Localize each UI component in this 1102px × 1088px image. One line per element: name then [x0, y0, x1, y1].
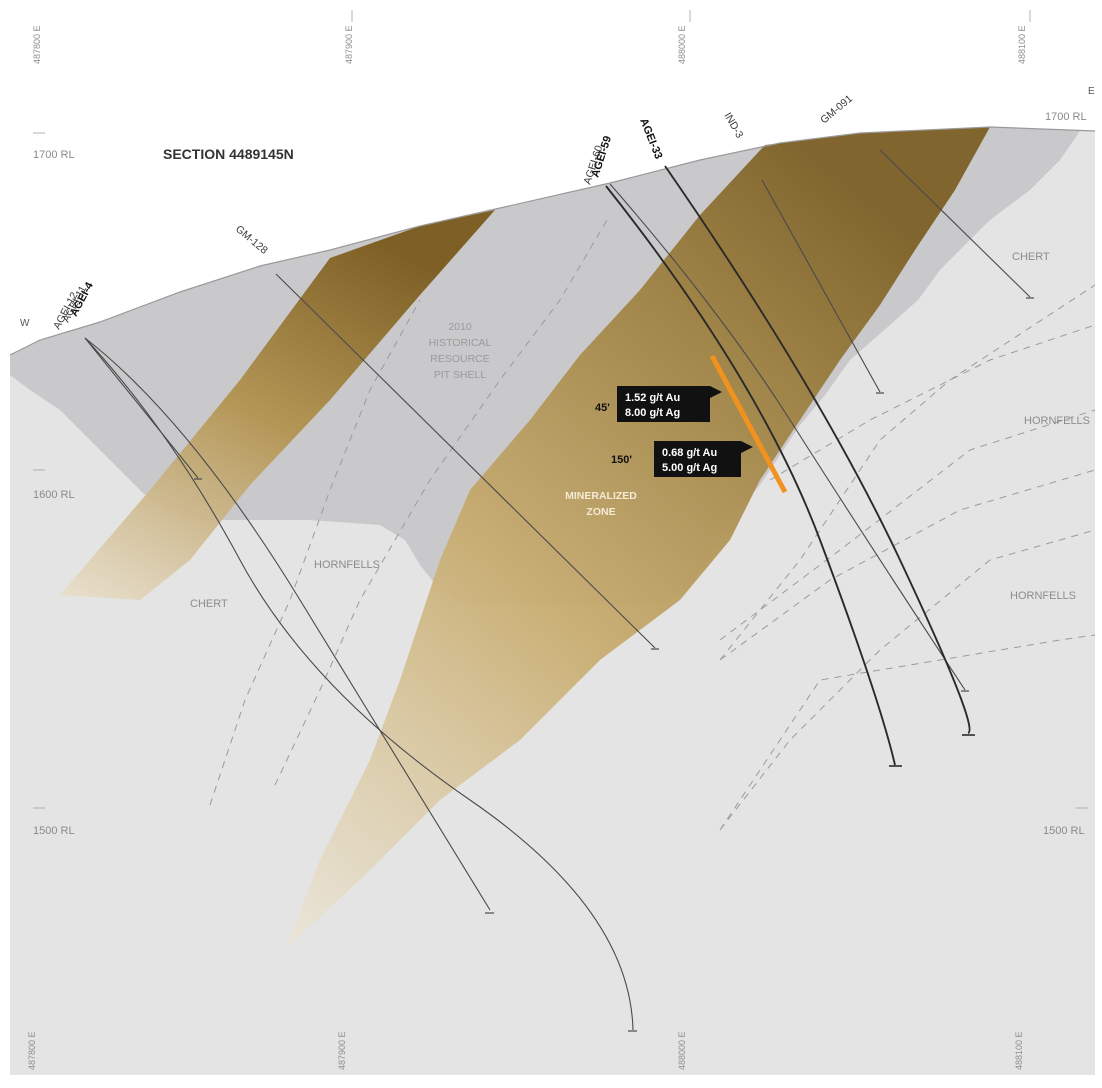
intercept-1-interval: 45'	[595, 402, 610, 414]
rl-label-1700-left: 1700 RL	[33, 149, 75, 161]
section-title: SECTION 4489145N	[163, 146, 294, 162]
mineralized-zone-main	[285, 127, 990, 950]
intercept-2-au: 0.68 g/t Au	[662, 447, 717, 459]
drill-trace-gm-128	[275, 273, 656, 649]
mineralized-zone-label: MINERALIZED ZONE	[565, 490, 637, 518]
rl-labels: 1700 RL 1600 RL 1500 RL 1700 RL 1500 RL	[33, 111, 1088, 837]
easting-labels-top: 487800 E 487900 E 488000 E 488100 E	[32, 25, 1027, 64]
easting-label-488000-bottom: 488000 E	[677, 1031, 687, 1070]
ground-surface	[9, 126, 1096, 356]
svg-text:RESOURCE: RESOURCE	[430, 353, 490, 365]
svg-text:HISTORICAL: HISTORICAL	[429, 337, 492, 349]
rl-label-1500-left: 1500 RL	[33, 825, 75, 837]
rl-label-1600-left: 1600 RL	[33, 489, 75, 501]
svg-text:MINERALIZED: MINERALIZED	[565, 490, 637, 502]
drill-traces-bold	[605, 165, 971, 766]
drill-trace-gm-091	[879, 149, 1031, 298]
drill-trace-agei-11	[84, 337, 634, 1031]
intercept-1-ag: 8.00 g/t Ag	[625, 407, 680, 419]
lithology-hornfells-center: HORNFELLS	[314, 559, 380, 571]
dashed-contacts	[209, 214, 1096, 831]
drill-end-ticks	[194, 297, 1034, 1032]
intercept-2-interval: 150'	[611, 454, 632, 466]
compass-west: W	[20, 318, 30, 329]
easting-ticks	[351, 10, 1031, 22]
intercept-callout-1: 45' 1.52 g/t Au 8.00 g/t Ag	[595, 386, 722, 422]
drill-trace-ind-3	[761, 179, 881, 393]
easting-label-487800-bottom: 487800 E	[27, 1031, 37, 1070]
easting-label-487800-top: 487800 E	[32, 25, 42, 64]
drill-trace-agei-59	[605, 185, 896, 766]
intercept-1-au: 1.52 g/t Au	[625, 392, 680, 404]
drill-traces-thin	[84, 149, 1031, 1031]
high-grade-interval	[709, 354, 788, 494]
pit-shell-label: 2010 HISTORICAL RESOURCE PIT SHELL	[429, 321, 492, 381]
svg-text:2010: 2010	[448, 321, 472, 333]
drill-trace-agei-12	[84, 337, 199, 479]
easting-labels-bottom: 487800 E 487900 E 488000 E 488100 E	[27, 1031, 1024, 1070]
easting-label-488100-bottom: 488100 E	[1014, 1031, 1024, 1070]
drill-trace-agei-4	[84, 337, 491, 911]
compass-east: E	[1088, 86, 1095, 97]
lithology-chert-right: CHERT	[1012, 251, 1050, 263]
intercept-2-ag: 5.00 g/t Ag	[662, 462, 717, 474]
drill-trace-agei-60	[609, 183, 966, 691]
svg-text:PIT SHELL: PIT SHELL	[434, 369, 486, 381]
rl-label-1700-right: 1700 RL	[1045, 111, 1087, 123]
drill-end-ticks-bold	[889, 734, 975, 767]
svg-text:ZONE: ZONE	[586, 506, 615, 518]
easting-label-488000-top: 488000 E	[677, 25, 687, 64]
lithology-hornfells-right-lower: HORNFELLS	[1010, 590, 1076, 602]
intercept-callout-2: 150' 0.68 g/t Au 5.00 g/t Ag	[611, 441, 753, 477]
mineralized-band-left	[60, 210, 495, 600]
easting-label-488100-top: 488100 E	[1017, 25, 1027, 64]
easting-label-487900-top: 487900 E	[344, 25, 354, 64]
lithology-hornfells-right-upper: HORNFELLS	[1024, 415, 1090, 427]
easting-label-487900-bottom: 487900 E	[337, 1031, 347, 1070]
rl-label-1500-right: 1500 RL	[1043, 825, 1085, 837]
drill-trace-agei-33	[664, 165, 971, 734]
lithology-chert-left: CHERT	[190, 598, 228, 610]
